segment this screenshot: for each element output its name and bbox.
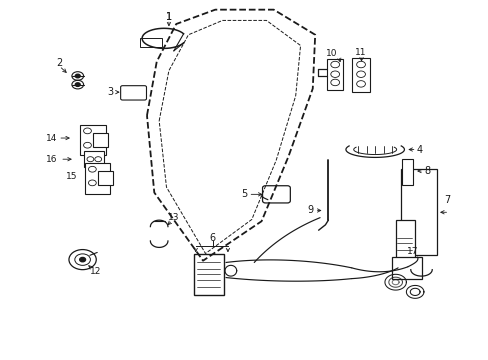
Text: 7: 7: [443, 195, 449, 205]
Bar: [395, 220, 414, 258]
Bar: [351, 58, 369, 92]
Bar: [391, 257, 421, 279]
Bar: [401, 159, 412, 185]
Circle shape: [75, 74, 80, 78]
Bar: [93, 133, 108, 147]
Bar: [80, 125, 105, 155]
Text: 14: 14: [46, 134, 58, 143]
Circle shape: [75, 83, 80, 86]
Text: 13: 13: [168, 213, 179, 222]
Text: 2: 2: [56, 58, 62, 68]
Text: 8: 8: [424, 166, 429, 176]
Bar: [85, 163, 110, 194]
Bar: [140, 39, 161, 47]
Text: 9: 9: [306, 206, 313, 216]
FancyBboxPatch shape: [121, 86, 146, 100]
Text: 3: 3: [107, 87, 113, 97]
Circle shape: [80, 257, 85, 262]
Bar: [327, 59, 342, 90]
Text: 15: 15: [66, 172, 78, 181]
Text: 1: 1: [165, 12, 172, 22]
Text: 17: 17: [406, 247, 418, 256]
Text: 11: 11: [354, 48, 366, 57]
Text: 4: 4: [416, 144, 422, 154]
Bar: [83, 151, 104, 167]
Text: 1: 1: [165, 12, 172, 22]
Text: 12: 12: [90, 267, 101, 276]
Text: 10: 10: [325, 49, 336, 58]
Bar: [193, 253, 224, 295]
Bar: [98, 171, 113, 185]
Text: 16: 16: [46, 155, 58, 164]
Text: 5: 5: [241, 189, 247, 199]
Bar: [400, 169, 436, 255]
Text: 6: 6: [209, 233, 215, 243]
FancyBboxPatch shape: [262, 186, 290, 203]
